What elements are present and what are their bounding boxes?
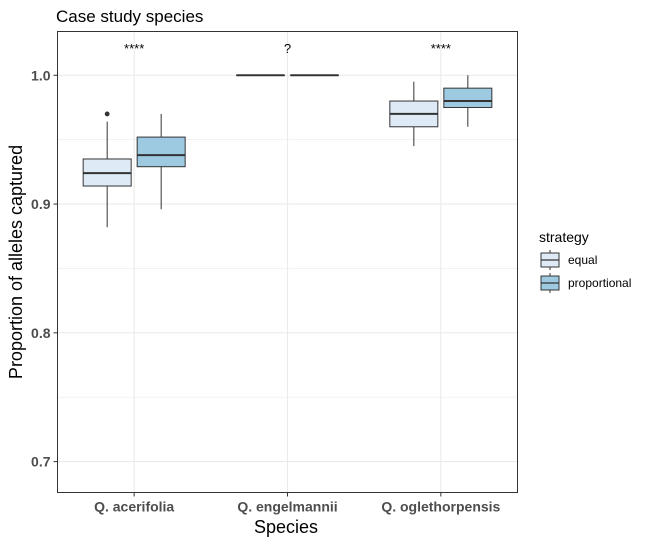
legend-label-equal: equal xyxy=(568,253,597,267)
x-tick-label: Q. engelmannii xyxy=(237,499,337,515)
y-tick-label: 0.7 xyxy=(31,454,51,470)
significance-label: ? xyxy=(284,41,291,56)
significance-label: **** xyxy=(124,41,144,56)
x-axis-title: Species xyxy=(254,517,318,537)
box-proportional xyxy=(136,113,186,210)
axis-layer: 0.7 0.8 0.9 1.0 Q. acerifolia Q. engelmannii Q… xyxy=(31,67,501,514)
legend-title: strategy xyxy=(539,229,589,245)
box-proportional xyxy=(443,75,493,127)
grid-layer xyxy=(57,31,518,493)
box-layer xyxy=(82,74,493,228)
y-tick-label: 1.0 xyxy=(31,67,51,83)
legend: strategy equal proportional xyxy=(539,229,631,293)
y-tick-label: 0.9 xyxy=(31,196,51,212)
significance-label: **** xyxy=(431,41,451,56)
box-equal xyxy=(82,111,132,228)
outlier-point xyxy=(104,111,110,117)
legend-key-equal xyxy=(540,250,560,270)
y-tick-label: 0.8 xyxy=(31,325,51,341)
legend-label-proportional: proportional xyxy=(568,276,631,290)
x-tick-label: Q. oglethorpensis xyxy=(381,499,500,515)
x-tick-label: Q. acerifolia xyxy=(94,499,174,515)
box-body xyxy=(136,136,186,168)
box-body xyxy=(443,87,493,108)
y-axis-title: Proportion of alleles captured xyxy=(6,145,26,379)
annotation-layer: ****? **** xyxy=(124,41,451,56)
box-equal xyxy=(389,81,439,147)
legend-key-proportional xyxy=(540,273,560,293)
chart-title: Case study species xyxy=(56,7,203,26)
